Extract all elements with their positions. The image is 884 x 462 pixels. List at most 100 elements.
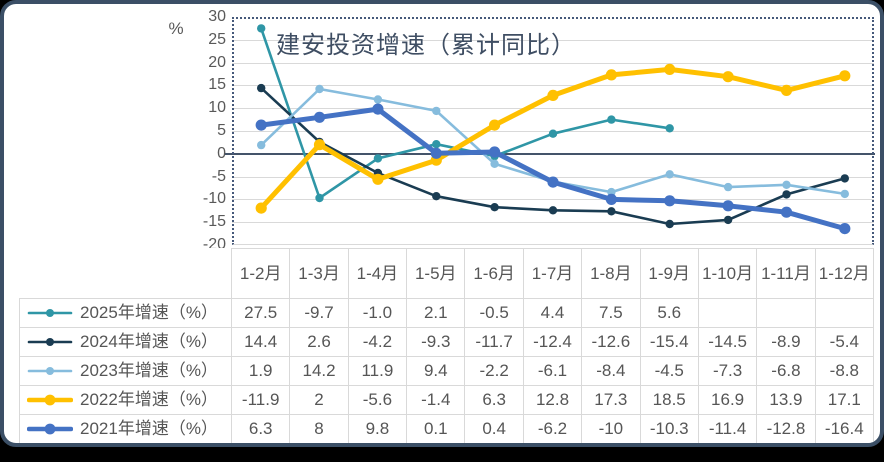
table-value-cell: 14.2 [290,357,349,386]
data-point-marker [605,69,617,81]
table-value-cell: -10 [582,415,641,443]
table-value-cell: -6.1 [523,357,583,386]
table-value-cell: 2.6 [290,328,349,357]
table-value-cell: 12.8 [523,386,583,415]
y-axis-tick-label: -5 [211,167,226,185]
table-value-cell: -2.2 [465,357,524,386]
data-point-marker [255,119,267,131]
data-point-marker [548,129,558,138]
table-legend-cell: 2021年增速（%） [19,415,232,443]
data-point-marker [723,215,733,225]
table-value-cell: -6.2 [523,415,583,443]
table-value-cell: -12.8 [757,415,816,443]
table-value-cell: -11.7 [465,328,524,357]
table-header-cell: 1-7月 [523,248,583,299]
data-point-marker [548,206,558,215]
table-value-cell: -15.4 [640,328,699,357]
table-value-cell: 6.3 [232,415,291,443]
table-value-cell: 6.3 [465,386,524,415]
table-value-cell: 8 [290,415,349,443]
data-point-marker [664,195,676,207]
table-legend-cell: 2022年增速（%） [19,386,232,415]
table-value-cell: 18.5 [640,386,699,415]
table-header-cell: 1-8月 [582,248,641,299]
table-header-cell: 1-12月 [815,248,874,299]
table-value-cell: 13.9 [757,386,816,415]
y-axis-tick-label: 20 [208,53,226,71]
zero-axis-line [225,152,875,155]
legend-series-label: 2024年增速（%） [80,332,218,351]
table-value-cell: 16.9 [698,386,758,415]
table-value-cell: -16.4 [815,415,874,443]
y-axis-unit-label: % [168,19,184,38]
legend-line-marker-icon [27,367,73,375]
data-point-marker [839,223,851,235]
table-value-cell: -12.6 [582,328,641,357]
data-point-marker [373,154,383,163]
table-value-cell: -8.8 [815,357,874,386]
table-value-cell: -0.5 [465,299,524,328]
data-point-marker [780,206,793,218]
y-axis-tick-label: 25 [208,30,226,48]
table-value-cell: -14.5 [698,328,758,357]
table-value-cell: -7.3 [698,357,758,386]
legend-line-marker-icon [27,309,73,317]
table-header-cell: 1-4月 [348,248,408,299]
table-value-cell: 9.8 [348,415,408,443]
table-header-cell: 1-9月 [640,248,699,299]
table-header-cell: 1-6月 [465,248,524,299]
data-point-marker [313,111,326,123]
table-value-cell: -9.3 [407,328,466,357]
series-line [259,86,847,226]
table-value-cell: 0.1 [407,415,466,443]
table-value-cell: -11.9 [232,386,291,415]
legend-line-marker-icon [27,423,73,435]
legend-series-label: 2021年增速（%） [80,419,218,438]
y-axis-tick-label: 0 [217,144,226,162]
table-header-cell: 1-11月 [757,248,816,299]
data-point-marker [665,124,674,133]
table-value-cell: 9.4 [407,357,466,386]
table-corner-cell [19,248,232,299]
data-point-marker [840,189,849,199]
data-point-marker [430,147,442,159]
table-value-cell [698,299,758,328]
data-point-marker [839,70,851,82]
table-value-cell: 1.9 [232,357,291,386]
chart-title: 建安投资增速（累计同比） [276,32,576,59]
data-point-marker [490,203,499,212]
table-value-cell: -1.0 [348,299,408,328]
table-value-cell: 14.4 [232,328,291,357]
table-value-cell: 0.4 [465,415,524,443]
data-point-marker [547,89,559,101]
table-value-cell [815,299,874,328]
table-value-cell: -8.9 [757,328,816,357]
legend-series-label: 2022年增速（%） [80,390,218,409]
legend-series-label: 2023年增速（%） [80,361,218,380]
gridline [232,85,874,87]
gridline [232,108,874,110]
legend-line-marker-icon [27,394,73,406]
data-point-marker [607,115,616,124]
data-point-marker [255,202,267,214]
table-value-cell: 17.3 [582,386,641,415]
plot-area [225,17,875,245]
table-value-cell: -9.7 [290,299,349,328]
chart-card: % 30 25 20 15 10 5 0 -5 -10 -15 -20 建安投资增速（累计同比） 1… [0,0,884,447]
data-point-marker [664,63,676,75]
y-axis-tick-label: -10 [202,190,226,208]
table-value-cell: -5.6 [348,386,408,415]
table-value-cell: -1.4 [407,386,466,415]
y-axis-tick-label: 15 [208,76,226,94]
table-legend-cell: 2025年增速（%） [19,299,232,328]
table-value-cell: -12.4 [523,328,583,357]
data-point-marker [607,207,616,216]
data-point-marker [372,173,384,185]
data-point-marker [607,187,616,197]
gridline [232,199,874,201]
table-value-cell: -5.4 [815,328,874,357]
gridline [232,39,874,41]
data-point-marker [315,193,324,203]
table-legend-cell: 2023年增速（%） [19,357,232,386]
